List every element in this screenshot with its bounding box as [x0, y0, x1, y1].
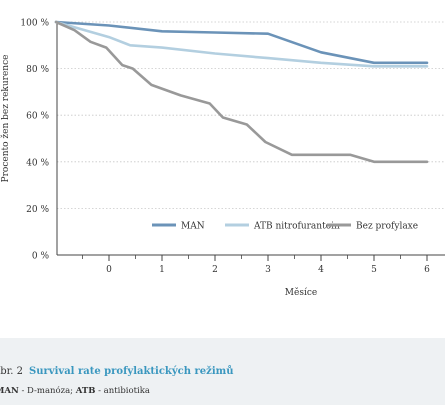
y-tick-label-0: 0 % — [32, 252, 50, 262]
caption-title-line: Obr. 2 Survival rate profylaktických reži… — [0, 366, 233, 377]
y-axis-title: Procento žen bez rekurence — [0, 55, 11, 183]
figure-title: Survival rate profylaktických režimů — [29, 366, 234, 377]
y-tick-label-80: 80 % — [26, 65, 49, 75]
series-line-1 — [54, 20, 429, 65]
legend-label-1: MAN — [181, 222, 205, 232]
figure-label: Obr. 2 — [0, 366, 24, 377]
abbr-atb-text: - antibiotika — [95, 386, 150, 396]
y-tick-label-20: 20 % — [26, 205, 49, 215]
y-tick-label-40: 40 % — [26, 158, 49, 168]
series-line-3 — [54, 20, 429, 164]
survival-chart: 0 % 20 % 40 % 60 % 80 % 100 % 0 1 2 3 4 5 6 Měsíce Pro… — [0, 19, 445, 298]
x-tick-label-4: 4 — [318, 265, 324, 275]
y-tick-label-100: 100 % — [20, 19, 49, 29]
series-line-2 — [54, 20, 429, 68]
abbr-man-text: - D-manóza; — [18, 386, 76, 396]
x-tick-label-5: 5 — [371, 265, 377, 275]
x-tick-label-1: 1 — [159, 265, 165, 275]
abbr-atb-key: ATB — [75, 386, 96, 396]
y-tick-label-60: 60 % — [26, 112, 49, 122]
x-tick-label-0: 0 — [106, 265, 112, 275]
legend-label-3: Bez profylaxe — [356, 222, 418, 232]
x-tick-label-3: 3 — [265, 265, 271, 275]
legend-label-2: ATB nitrofurantoin — [253, 222, 340, 232]
x-tick-label-6: 6 — [424, 265, 430, 275]
abbreviation-note: MAN - D-manóza; ATB - antibiotika — [0, 386, 150, 396]
abbr-man-key: MAN — [0, 386, 19, 396]
figure-caption: Obr. 2 Survival rate profylaktických reži… — [0, 338, 445, 405]
x-tick-label-2: 2 — [212, 265, 218, 275]
x-axis-title: Měsíce — [285, 287, 317, 298]
